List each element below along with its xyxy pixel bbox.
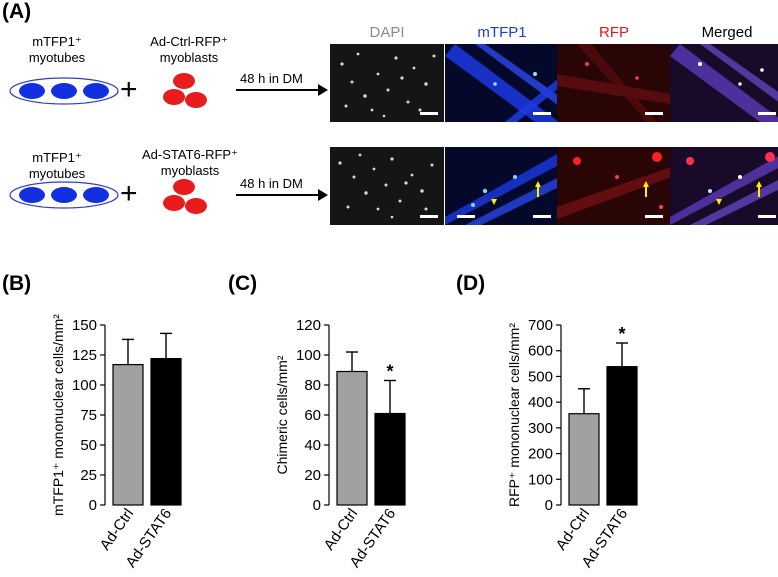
arrow-head-row1 bbox=[318, 84, 328, 96]
myotubes-marker-text: mTFP1⁺ bbox=[32, 150, 82, 165]
y-tick-label: 25 bbox=[80, 467, 97, 484]
myoblasts-label-row2: Ad-STAT6-RFP⁺ myoblasts bbox=[126, 147, 254, 179]
myoblast-illustration-row2 bbox=[163, 179, 207, 214]
myotubes-label-row1: mTFP1⁺ myotubes bbox=[14, 34, 100, 66]
x-category-label: Ad-Ctrl bbox=[321, 506, 362, 554]
myotube-illustration-row1 bbox=[9, 77, 119, 105]
arrow-label-row1: 48 h in DM bbox=[240, 71, 303, 86]
bar-ad-stat6 bbox=[150, 357, 182, 506]
micrograph-rfp-stat6 bbox=[557, 147, 671, 225]
bar-ad-stat6 bbox=[374, 412, 406, 506]
scale-bar bbox=[457, 215, 475, 218]
y-tick-label: 20 bbox=[304, 467, 321, 484]
bar-ad-stat6 bbox=[606, 366, 638, 506]
plus-sign-row1: + bbox=[120, 73, 138, 106]
bar-ad-ctrl bbox=[568, 413, 600, 506]
panel-c-label: (C) bbox=[228, 272, 258, 295]
chart-b: 0 25 50 75 100 125 150 mTFP1⁺ mononuclear cells… bbox=[50, 314, 182, 571]
micrograph-dapi-ctrl bbox=[330, 44, 444, 122]
channel-label-mtfp1: mTFP1 bbox=[477, 24, 527, 41]
panel-b-label: (B) bbox=[2, 272, 32, 295]
channel-label-dapi: DAPI bbox=[369, 24, 405, 41]
myotubes-label-row2: mTFP1⁺ myotubes bbox=[14, 150, 100, 182]
y-tick-label: 100 bbox=[296, 347, 321, 364]
y-tick-label: 150 bbox=[72, 317, 97, 334]
myotubes-text: myotubes bbox=[28, 166, 86, 181]
arrow-shaft-row1 bbox=[236, 89, 320, 91]
y-tick-label: 0 bbox=[313, 497, 321, 514]
myoblasts-label-row1: Ad-Ctrl-RFP⁺ myoblasts bbox=[130, 34, 248, 66]
myoblasts-text: myoblasts bbox=[160, 163, 220, 178]
scale-bar bbox=[645, 215, 663, 218]
micrograph-mtfp1-ctrl bbox=[445, 44, 559, 122]
myotube-illustration-row2 bbox=[9, 181, 119, 209]
y-tick-label: 300 bbox=[528, 420, 553, 437]
y-tick-label: 50 bbox=[80, 437, 97, 454]
y-tick-label: 0 bbox=[89, 497, 97, 514]
scale-bar bbox=[758, 215, 776, 218]
scale-bar bbox=[758, 112, 776, 115]
y-tick-label: 125 bbox=[72, 347, 97, 364]
y-axis-label: Chimeric cells/mm² bbox=[274, 355, 290, 474]
micrograph-rfp-ctrl bbox=[557, 44, 671, 122]
y-tick-label: 80 bbox=[304, 377, 321, 394]
panel-d-label: (D) bbox=[456, 272, 486, 295]
bar-ad-ctrl bbox=[112, 363, 144, 506]
myoblasts-marker-text: Ad-STAT6-RFP⁺ bbox=[142, 147, 238, 162]
x-category-label: Ad-Ctrl bbox=[97, 506, 138, 554]
channel-label-rfp: RFP bbox=[599, 24, 629, 41]
micrograph-mtfp1-stat6 bbox=[445, 147, 559, 225]
myotubes-text: myotubes bbox=[28, 50, 86, 65]
y-tick-label: 60 bbox=[304, 407, 321, 424]
plus-sign-row2: + bbox=[120, 177, 138, 210]
scale-bar bbox=[533, 112, 551, 115]
scale-bar bbox=[420, 112, 438, 115]
chart-c: 0 20 40 60 80 100 120 Chimeric cells/mm² Ad-Ctrl… bbox=[274, 317, 406, 571]
myotubes-marker-text: mTFP1⁺ bbox=[32, 34, 82, 49]
panel-a-label: (A) bbox=[2, 0, 32, 23]
myoblast-illustration-row1 bbox=[163, 73, 207, 108]
y-tick-label: 120 bbox=[296, 317, 321, 334]
channel-label-merged: Merged bbox=[701, 24, 753, 41]
y-tick-label: 500 bbox=[528, 368, 553, 385]
y-axis-label: mTFP1⁺ mononuclear cells/mm² bbox=[50, 314, 66, 516]
myoblasts-marker-text: Ad-Ctrl-RFP⁺ bbox=[150, 34, 228, 49]
y-tick-label: 200 bbox=[528, 446, 553, 463]
myoblasts-text: myoblasts bbox=[159, 50, 219, 65]
scale-bar bbox=[533, 215, 551, 218]
y-tick-label: 400 bbox=[528, 394, 553, 411]
y-tick-label: 700 bbox=[528, 317, 553, 334]
micrograph-dapi-stat6 bbox=[330, 147, 444, 225]
arrow-label-row2: 48 h in DM bbox=[240, 176, 303, 191]
micrograph-merged-stat6 bbox=[670, 147, 778, 225]
y-tick-label: 100 bbox=[72, 377, 97, 394]
micrograph-merged-ctrl bbox=[670, 44, 778, 122]
y-tick-label: 40 bbox=[304, 437, 321, 454]
scale-bar bbox=[420, 215, 438, 218]
significance-marker: * bbox=[386, 362, 393, 382]
scale-bar bbox=[645, 112, 663, 115]
x-category-label: Ad-Ctrl bbox=[553, 506, 594, 554]
arrow-shaft-row2 bbox=[236, 194, 320, 196]
y-tick-label: 0 bbox=[545, 497, 553, 514]
chart-d: 0 100 200 300 400 500 600 700 RFP⁺ mononuclear c… bbox=[506, 317, 638, 571]
bar-ad-ctrl bbox=[336, 370, 368, 506]
y-axis-label: RFP⁺ mononuclear cells/mm² bbox=[506, 323, 522, 507]
arrow-head-row2 bbox=[318, 189, 328, 201]
significance-marker: * bbox=[618, 324, 625, 344]
y-tick-label: 75 bbox=[80, 407, 97, 424]
y-tick-label: 600 bbox=[528, 343, 553, 360]
y-tick-label: 100 bbox=[528, 471, 553, 488]
